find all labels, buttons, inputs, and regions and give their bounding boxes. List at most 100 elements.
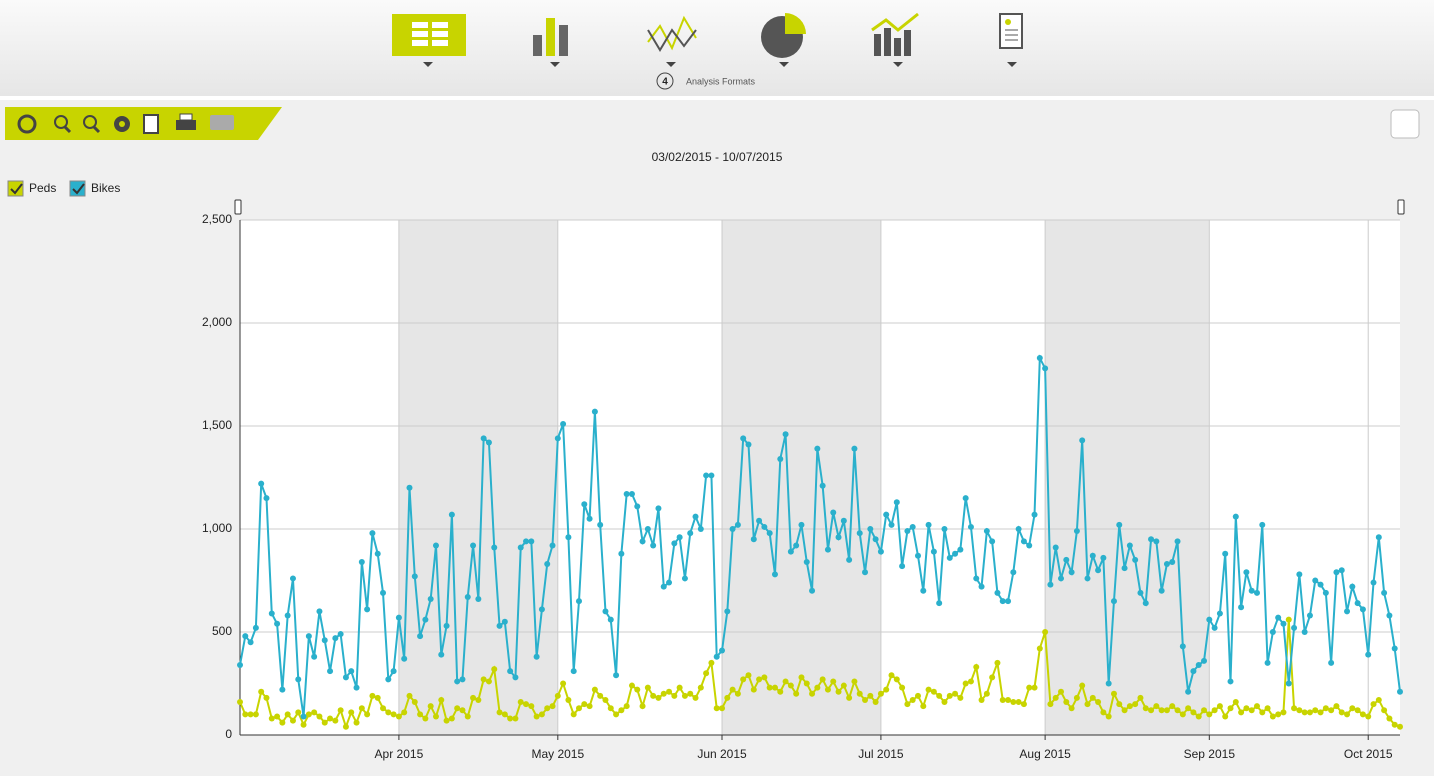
point bbox=[840, 682, 847, 689]
point bbox=[597, 521, 604, 528]
point bbox=[809, 587, 816, 594]
point bbox=[1354, 600, 1361, 607]
point bbox=[856, 690, 863, 697]
point bbox=[321, 637, 328, 644]
point bbox=[1084, 575, 1091, 582]
point bbox=[485, 439, 492, 446]
point bbox=[904, 701, 911, 708]
point bbox=[1397, 723, 1403, 730]
point bbox=[920, 587, 927, 594]
range-handle-left[interactable] bbox=[234, 199, 242, 215]
badge-label: Analysis Formats bbox=[686, 76, 756, 86]
point bbox=[1042, 365, 1049, 372]
point bbox=[337, 707, 344, 714]
point bbox=[1190, 709, 1197, 716]
legend-checkbox[interactable] bbox=[7, 180, 24, 197]
point bbox=[1269, 629, 1276, 635]
point bbox=[305, 633, 312, 640]
point bbox=[1190, 668, 1197, 675]
point bbox=[390, 668, 397, 675]
point bbox=[1174, 707, 1181, 714]
point bbox=[1370, 701, 1377, 708]
point bbox=[501, 618, 508, 625]
point bbox=[422, 715, 429, 722]
point bbox=[538, 711, 545, 718]
point bbox=[877, 548, 884, 555]
point bbox=[316, 608, 323, 615]
point bbox=[1206, 711, 1213, 718]
point bbox=[719, 705, 726, 712]
range-handle-right[interactable] bbox=[1397, 199, 1405, 215]
point bbox=[332, 717, 339, 724]
point bbox=[1349, 583, 1356, 590]
fullscreen-button[interactable] bbox=[1390, 109, 1420, 139]
point bbox=[777, 688, 784, 695]
point bbox=[252, 624, 259, 631]
point bbox=[872, 699, 879, 706]
point bbox=[756, 517, 763, 524]
point bbox=[692, 513, 699, 520]
point bbox=[448, 715, 455, 722]
point bbox=[480, 435, 487, 442]
point bbox=[639, 538, 646, 545]
point bbox=[877, 690, 884, 697]
point bbox=[1137, 589, 1144, 596]
point bbox=[289, 575, 296, 582]
point bbox=[321, 719, 328, 726]
point bbox=[952, 550, 959, 557]
point bbox=[602, 608, 609, 615]
table-icon[interactable] bbox=[392, 14, 466, 67]
x-tick-label: Oct 2015 bbox=[1344, 747, 1393, 761]
point bbox=[284, 711, 291, 718]
legend-checkbox[interactable] bbox=[69, 180, 86, 197]
point bbox=[750, 536, 757, 543]
line-icon[interactable] bbox=[647, 15, 697, 67]
point bbox=[411, 573, 418, 580]
pie-icon[interactable] bbox=[761, 13, 806, 67]
combo-icon[interactable] bbox=[871, 12, 919, 67]
point bbox=[819, 482, 826, 489]
point bbox=[936, 600, 943, 607]
point bbox=[888, 672, 895, 679]
point bbox=[994, 589, 1001, 596]
point bbox=[597, 692, 604, 699]
y-tick-label: 500 bbox=[212, 624, 232, 638]
point bbox=[613, 711, 620, 718]
point bbox=[856, 530, 863, 537]
point bbox=[422, 616, 429, 623]
point bbox=[427, 596, 434, 603]
point bbox=[523, 538, 530, 545]
point bbox=[962, 680, 969, 687]
point bbox=[650, 542, 657, 549]
point bbox=[862, 569, 869, 576]
point bbox=[1264, 705, 1271, 712]
point bbox=[496, 622, 503, 629]
point bbox=[1132, 556, 1139, 563]
point bbox=[1365, 651, 1372, 658]
point bbox=[570, 711, 577, 718]
point bbox=[1238, 604, 1245, 611]
point bbox=[952, 690, 959, 697]
point bbox=[1222, 550, 1229, 557]
point bbox=[729, 686, 736, 693]
point bbox=[1243, 705, 1250, 712]
point bbox=[909, 696, 916, 703]
point bbox=[634, 503, 641, 510]
point bbox=[1269, 713, 1276, 720]
badge: 4 bbox=[662, 77, 668, 88]
point bbox=[1158, 587, 1165, 594]
point bbox=[406, 484, 413, 491]
point bbox=[745, 441, 752, 448]
point bbox=[274, 620, 281, 627]
action-icons[interactable] bbox=[17, 113, 234, 134]
point bbox=[1010, 569, 1017, 576]
point bbox=[1148, 707, 1155, 714]
point bbox=[1328, 659, 1335, 666]
point bbox=[348, 709, 355, 716]
point bbox=[978, 696, 985, 703]
bar-icon[interactable] bbox=[533, 18, 568, 67]
point bbox=[1095, 699, 1102, 706]
point bbox=[1174, 538, 1181, 545]
point bbox=[787, 548, 794, 555]
report-icon[interactable] bbox=[999, 13, 1023, 67]
